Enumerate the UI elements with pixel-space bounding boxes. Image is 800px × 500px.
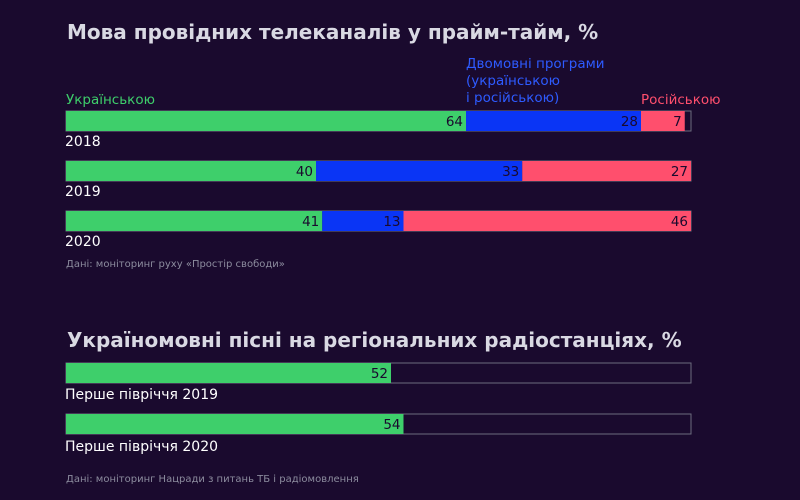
bar-bilingual-2019 xyxy=(316,161,523,181)
tv-chart-source: Дані: моніторинг руху «Простір свободи» xyxy=(66,259,285,270)
bar-ukrainian-2019 xyxy=(66,161,316,181)
category-label-h1-2019: Перше півріччя 2019 xyxy=(65,387,219,403)
bar-bilingual-2020 xyxy=(322,211,404,231)
category-label-2020: 2020 xyxy=(65,234,101,250)
bar-bilingual-2018 xyxy=(466,111,641,131)
value-label-h1-2019: 52 xyxy=(371,366,388,382)
category-label-h1-2020: Перше півріччя 2020 xyxy=(65,439,219,455)
bar-ukrainian-2020 xyxy=(66,211,323,231)
legend-russian: Російською xyxy=(641,92,721,108)
value-label-russian-2019: 27 xyxy=(671,164,688,180)
bar-ukrainian-songs-h1-2019 xyxy=(66,363,391,383)
value-label-bilingual-2018: 28 xyxy=(621,114,638,130)
bar-russian-2019 xyxy=(522,161,691,181)
bar-ukrainian-songs-h1-2020 xyxy=(66,414,404,434)
bar-russian-2018 xyxy=(641,111,685,131)
value-label-russian-2018: 7 xyxy=(673,114,682,130)
tv-chart-title: Мова провідних телеканалів у прайм-тайм,… xyxy=(67,20,599,44)
value-label-ukrainian-2020: 41 xyxy=(302,214,319,230)
radio-chart-source: Дані: моніторинг Нацради з питань ТБ і р… xyxy=(66,474,359,485)
category-label-2018: 2018 xyxy=(65,134,101,150)
bar-russian-2020 xyxy=(403,211,691,231)
value-label-bilingual-2020: 13 xyxy=(383,214,400,230)
category-label-2019: 2019 xyxy=(65,184,101,200)
legend-bilingual: Двомовні програми (українською і російсь… xyxy=(466,56,605,106)
legend-ukrainian: Українською xyxy=(66,92,155,108)
value-label-russian-2020: 46 xyxy=(671,214,688,230)
value-label-bilingual-2019: 33 xyxy=(502,164,519,180)
value-label-ukrainian-2019: 40 xyxy=(296,164,313,180)
bar-ukrainian-2018 xyxy=(66,111,466,131)
value-label-ukrainian-2018: 64 xyxy=(446,114,463,130)
radio-chart-title: Україномовні пісні на регіональних радіо… xyxy=(67,328,682,352)
value-label-h1-2020: 54 xyxy=(383,417,400,433)
